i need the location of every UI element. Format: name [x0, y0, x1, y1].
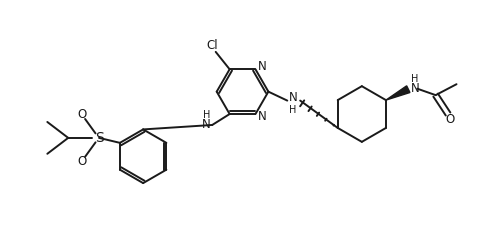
- Text: N: N: [290, 91, 298, 104]
- Text: H: H: [203, 110, 210, 120]
- Text: H: H: [412, 74, 418, 84]
- Text: O: O: [446, 113, 454, 127]
- Text: Cl: Cl: [206, 39, 218, 52]
- Text: O: O: [77, 107, 86, 121]
- Text: N: N: [258, 110, 266, 123]
- Text: N: N: [412, 82, 420, 95]
- Polygon shape: [386, 86, 410, 100]
- Text: O: O: [77, 155, 86, 168]
- Text: N: N: [258, 60, 266, 73]
- Text: H: H: [290, 105, 296, 115]
- Text: N: N: [202, 118, 210, 132]
- Text: S: S: [94, 131, 104, 145]
